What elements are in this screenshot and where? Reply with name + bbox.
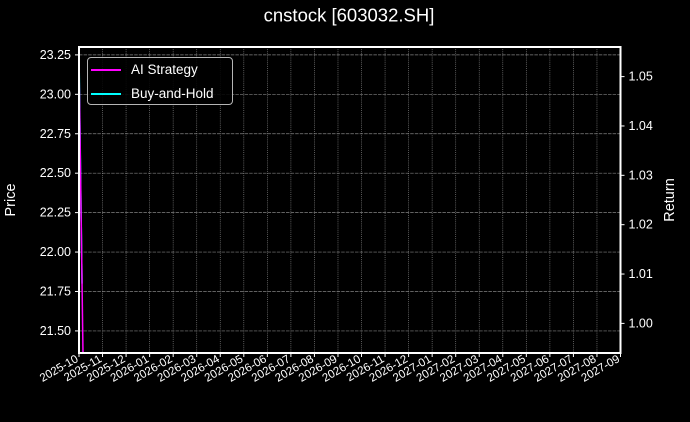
svg-text:1.03: 1.03 — [629, 168, 653, 182]
svg-text:22.75: 22.75 — [40, 127, 71, 141]
svg-text:1.01: 1.01 — [629, 267, 653, 281]
svg-text:cnstock [603032.SH]: cnstock [603032.SH] — [264, 5, 435, 26]
svg-text:1.00: 1.00 — [629, 316, 653, 330]
svg-text:1.02: 1.02 — [629, 218, 653, 232]
svg-text:21.75: 21.75 — [40, 284, 71, 298]
svg-text:22.00: 22.00 — [40, 245, 71, 259]
svg-text:23.00: 23.00 — [40, 87, 71, 101]
svg-text:Return: Return — [662, 178, 678, 222]
svg-text:1.04: 1.04 — [629, 119, 653, 133]
svg-text:22.50: 22.50 — [40, 166, 71, 180]
svg-text:23.25: 23.25 — [40, 48, 71, 62]
svg-text:21.50: 21.50 — [40, 324, 71, 338]
svg-text:22.25: 22.25 — [40, 206, 71, 220]
svg-text:Price: Price — [3, 183, 19, 216]
svg-text:1.05: 1.05 — [629, 70, 653, 84]
